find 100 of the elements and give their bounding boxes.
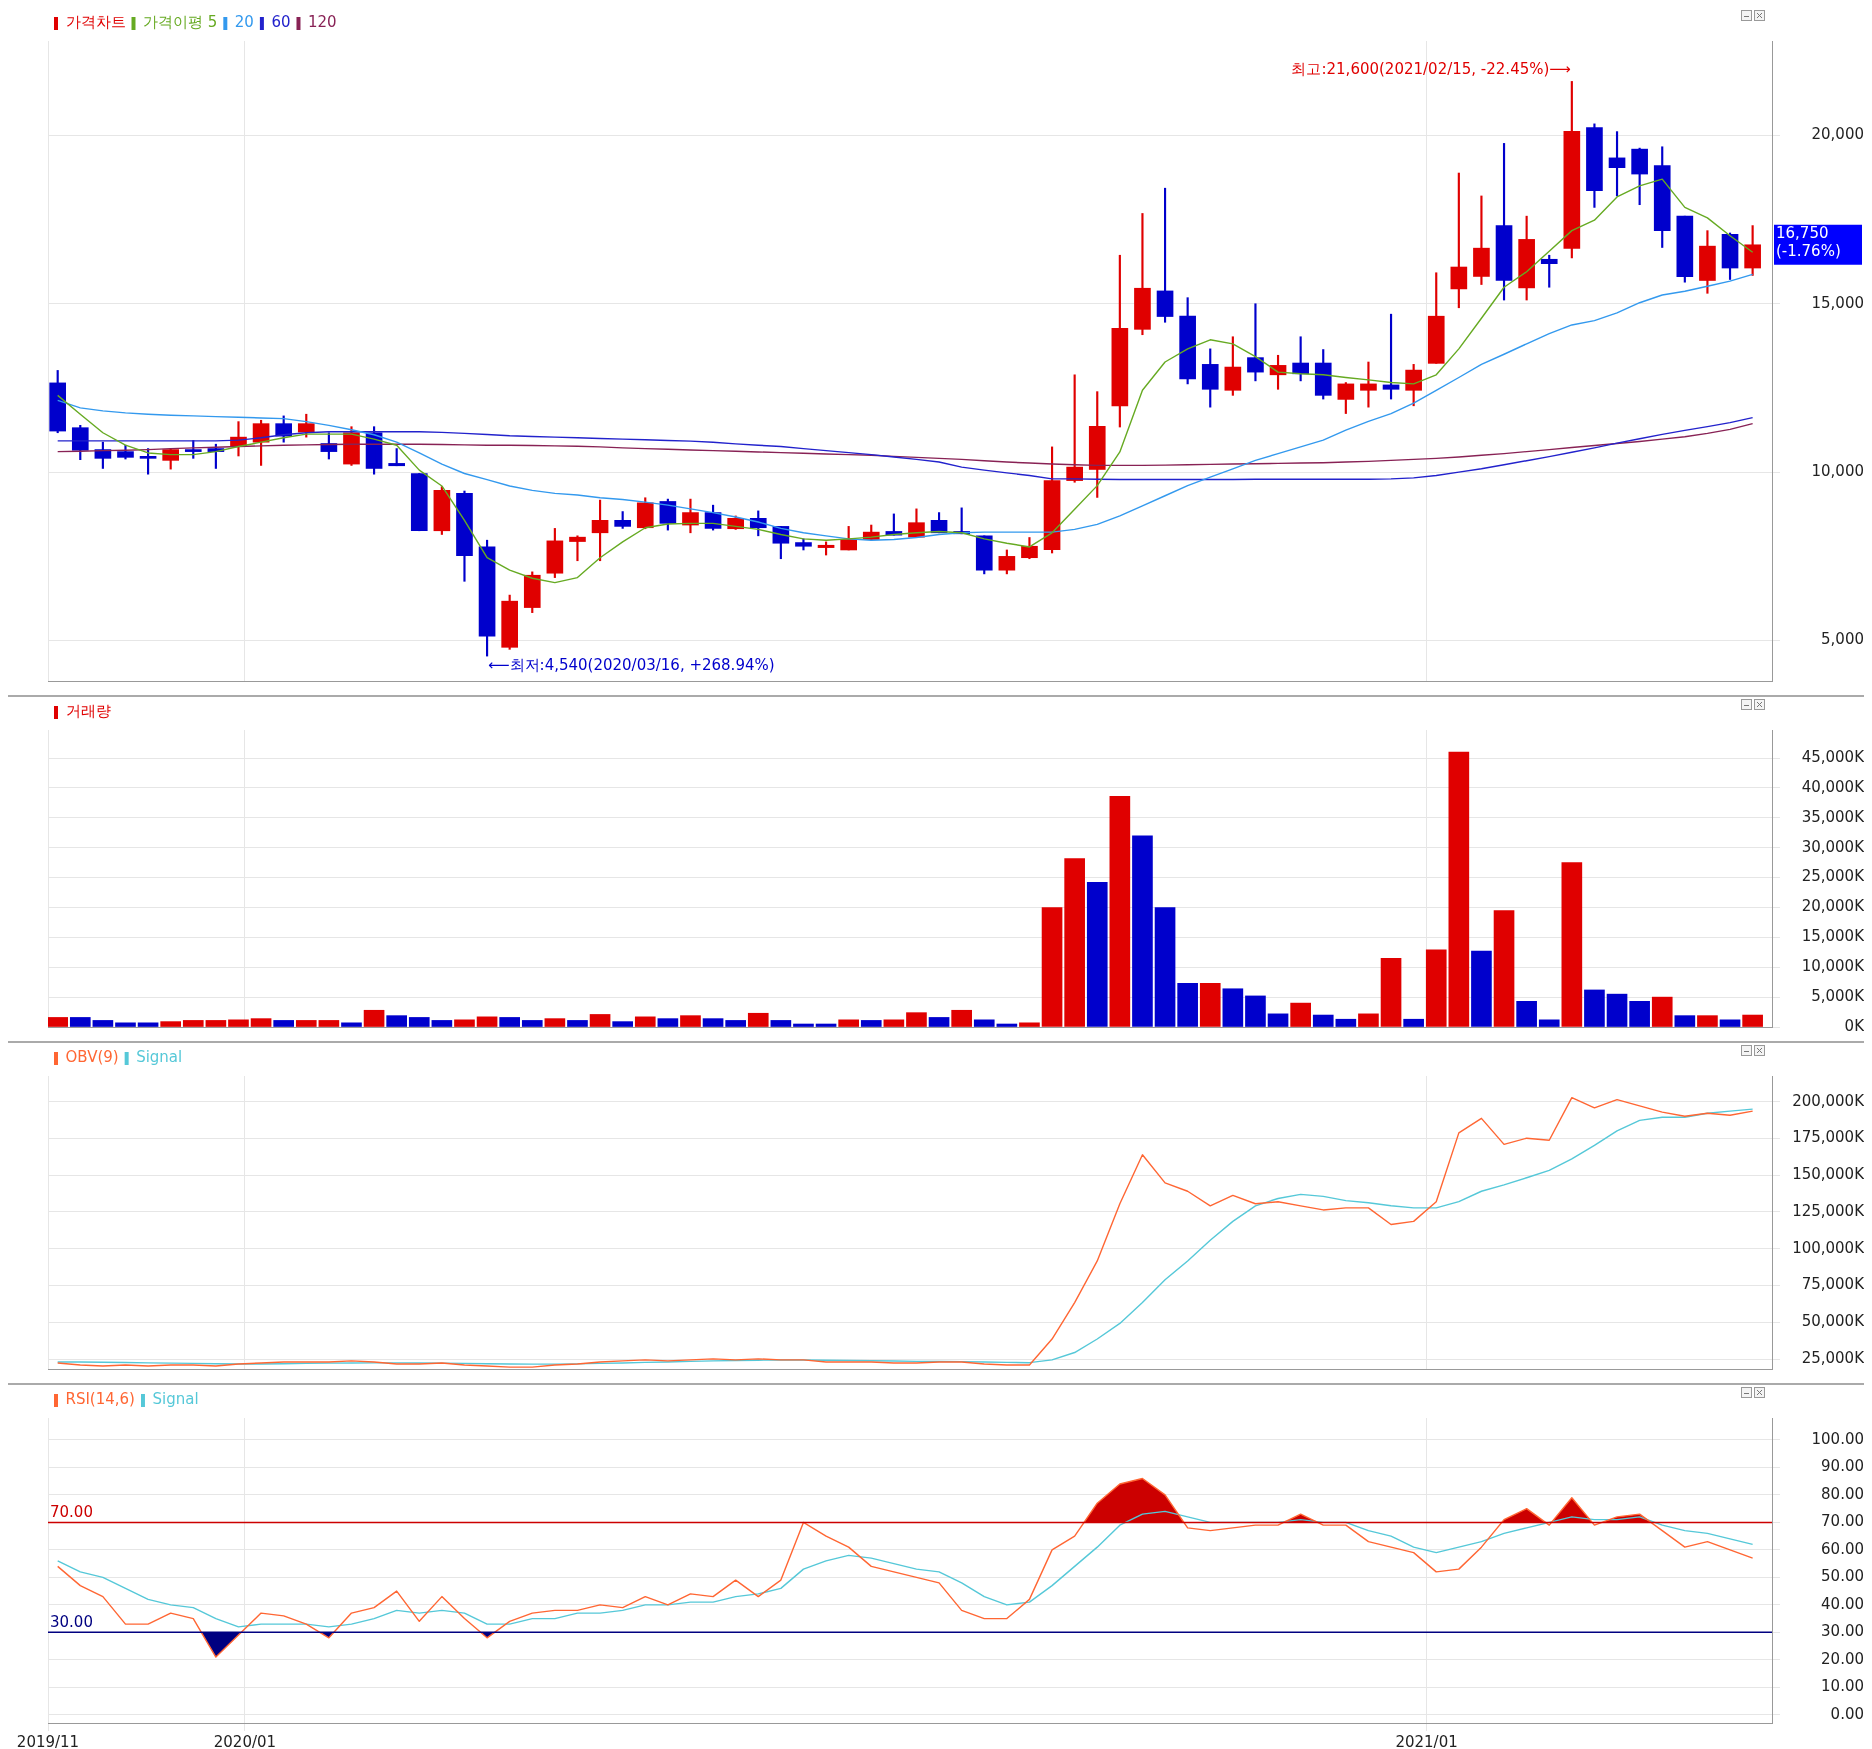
- bar: [1358, 1013, 1379, 1027]
- bar: [115, 1022, 136, 1027]
- bar: [1132, 835, 1153, 1027]
- bar: [1561, 862, 1583, 1027]
- bar: [499, 1017, 520, 1027]
- candlestick: [1427, 272, 1445, 364]
- y-tick-label: 90.00: [1821, 1457, 1864, 1476]
- bar: [1584, 989, 1605, 1027]
- legend-label: 60: [271, 13, 291, 32]
- legend-label: OBV(9): [65, 1048, 119, 1067]
- bar: [48, 1017, 69, 1027]
- bar: [747, 1012, 769, 1027]
- y-tick-label: 100.00: [1811, 1429, 1864, 1448]
- bar: [386, 1015, 407, 1027]
- bar: [1471, 950, 1492, 1027]
- y-tick-label: 175,000K: [1792, 1128, 1866, 1147]
- bar: [1742, 1014, 1763, 1027]
- legend-label: RSI(14,6): [65, 1390, 135, 1409]
- x-tick-label: 2019/11: [16, 1732, 80, 1749]
- bar: [1312, 1014, 1334, 1027]
- bar: [951, 1009, 972, 1027]
- bar: [1199, 983, 1221, 1027]
- bar: [883, 1019, 905, 1027]
- x-tick-label: 2020/01: [213, 1732, 277, 1749]
- bar: [770, 1020, 792, 1027]
- text: 16,750 (-1.76%): [1776, 224, 1841, 261]
- annotation: ⟵최저:4,540(2020/03/16, +268.94%): [488, 655, 775, 674]
- y-tick-label: 0.00: [1830, 1704, 1864, 1723]
- bar: [1651, 996, 1673, 1027]
- candlestick: [1201, 348, 1219, 408]
- bar: [1290, 1002, 1311, 1027]
- bar: [1041, 907, 1063, 1027]
- bar: [1019, 1022, 1040, 1027]
- candlestick: [410, 473, 428, 532]
- bar: [1245, 995, 1266, 1027]
- y-tick-label: 20,000K: [1801, 897, 1866, 916]
- bar: [1516, 1000, 1537, 1027]
- bar: [160, 1021, 182, 1027]
- bar: [860, 1020, 882, 1027]
- bar: [1380, 957, 1402, 1027]
- y-tick-label: 15,000K: [1801, 927, 1866, 946]
- bar: [1086, 882, 1108, 1027]
- y-tick-label: 75,000K: [1801, 1275, 1866, 1294]
- bar: [589, 1014, 611, 1027]
- y-tick-label: 40,000K: [1801, 777, 1866, 796]
- y-tick-label: 100,000K: [1792, 1238, 1866, 1257]
- bar: [1109, 796, 1131, 1027]
- bar: [1697, 1015, 1718, 1027]
- candlestick: [614, 511, 631, 529]
- candlestick: [388, 448, 405, 467]
- bar: [137, 1022, 159, 1027]
- y-tick-label: 200,000K: [1792, 1091, 1866, 1110]
- bar: [1629, 1000, 1650, 1027]
- y-tick-label: 0K: [1844, 1016, 1866, 1035]
- legend-label: 120: [307, 13, 337, 32]
- bar: [657, 1018, 679, 1027]
- bar: [1493, 910, 1515, 1027]
- bar: [973, 1019, 995, 1027]
- y-tick-label: 25,000K: [1801, 867, 1866, 886]
- bar: [205, 1020, 227, 1027]
- bar: [1267, 1013, 1289, 1027]
- bar: [363, 1009, 385, 1027]
- y-tick-label: 125,000K: [1792, 1201, 1866, 1220]
- candlestick: [795, 538, 812, 551]
- bar: [702, 1018, 724, 1027]
- y-tick-label: 5,000: [1821, 630, 1864, 649]
- bar: [69, 1017, 91, 1027]
- y-tick-label: 20,000: [1811, 125, 1864, 144]
- bar: [295, 1020, 317, 1027]
- bar: [1177, 983, 1198, 1027]
- bar: [544, 1018, 566, 1027]
- bar: [1222, 988, 1244, 1027]
- bar: [92, 1020, 114, 1027]
- bar: [476, 1016, 498, 1027]
- y-tick-label: 10,000K: [1801, 957, 1866, 976]
- ref-line-label: 70.00: [50, 1502, 93, 1521]
- legend-label: 가격이평 5: [143, 13, 218, 32]
- bar: [906, 1012, 927, 1027]
- bar: [250, 1018, 272, 1027]
- bar: [408, 1017, 430, 1027]
- bar: [1425, 949, 1447, 1027]
- bar: [928, 1017, 950, 1027]
- bar: [521, 1020, 543, 1027]
- y-tick-label: 60.00: [1821, 1539, 1864, 1558]
- bar: [1335, 1018, 1357, 1027]
- bar: [341, 1022, 362, 1027]
- legend-label: 20: [234, 13, 254, 32]
- bar: [1154, 907, 1176, 1027]
- bar: [793, 1023, 814, 1027]
- bar: [1064, 858, 1085, 1027]
- y-tick-label: 150,000K: [1792, 1165, 1866, 1184]
- bar: [815, 1023, 837, 1027]
- bar: [228, 1019, 249, 1027]
- bar: [1719, 1019, 1741, 1027]
- y-tick-label: 20.00: [1821, 1649, 1864, 1668]
- y-tick-label: 25,000K: [1801, 1348, 1866, 1367]
- legend-label: Signal: [136, 1048, 183, 1067]
- legend-label: Signal: [152, 1390, 199, 1409]
- bar: [1538, 1019, 1560, 1027]
- bar: [1674, 1015, 1696, 1027]
